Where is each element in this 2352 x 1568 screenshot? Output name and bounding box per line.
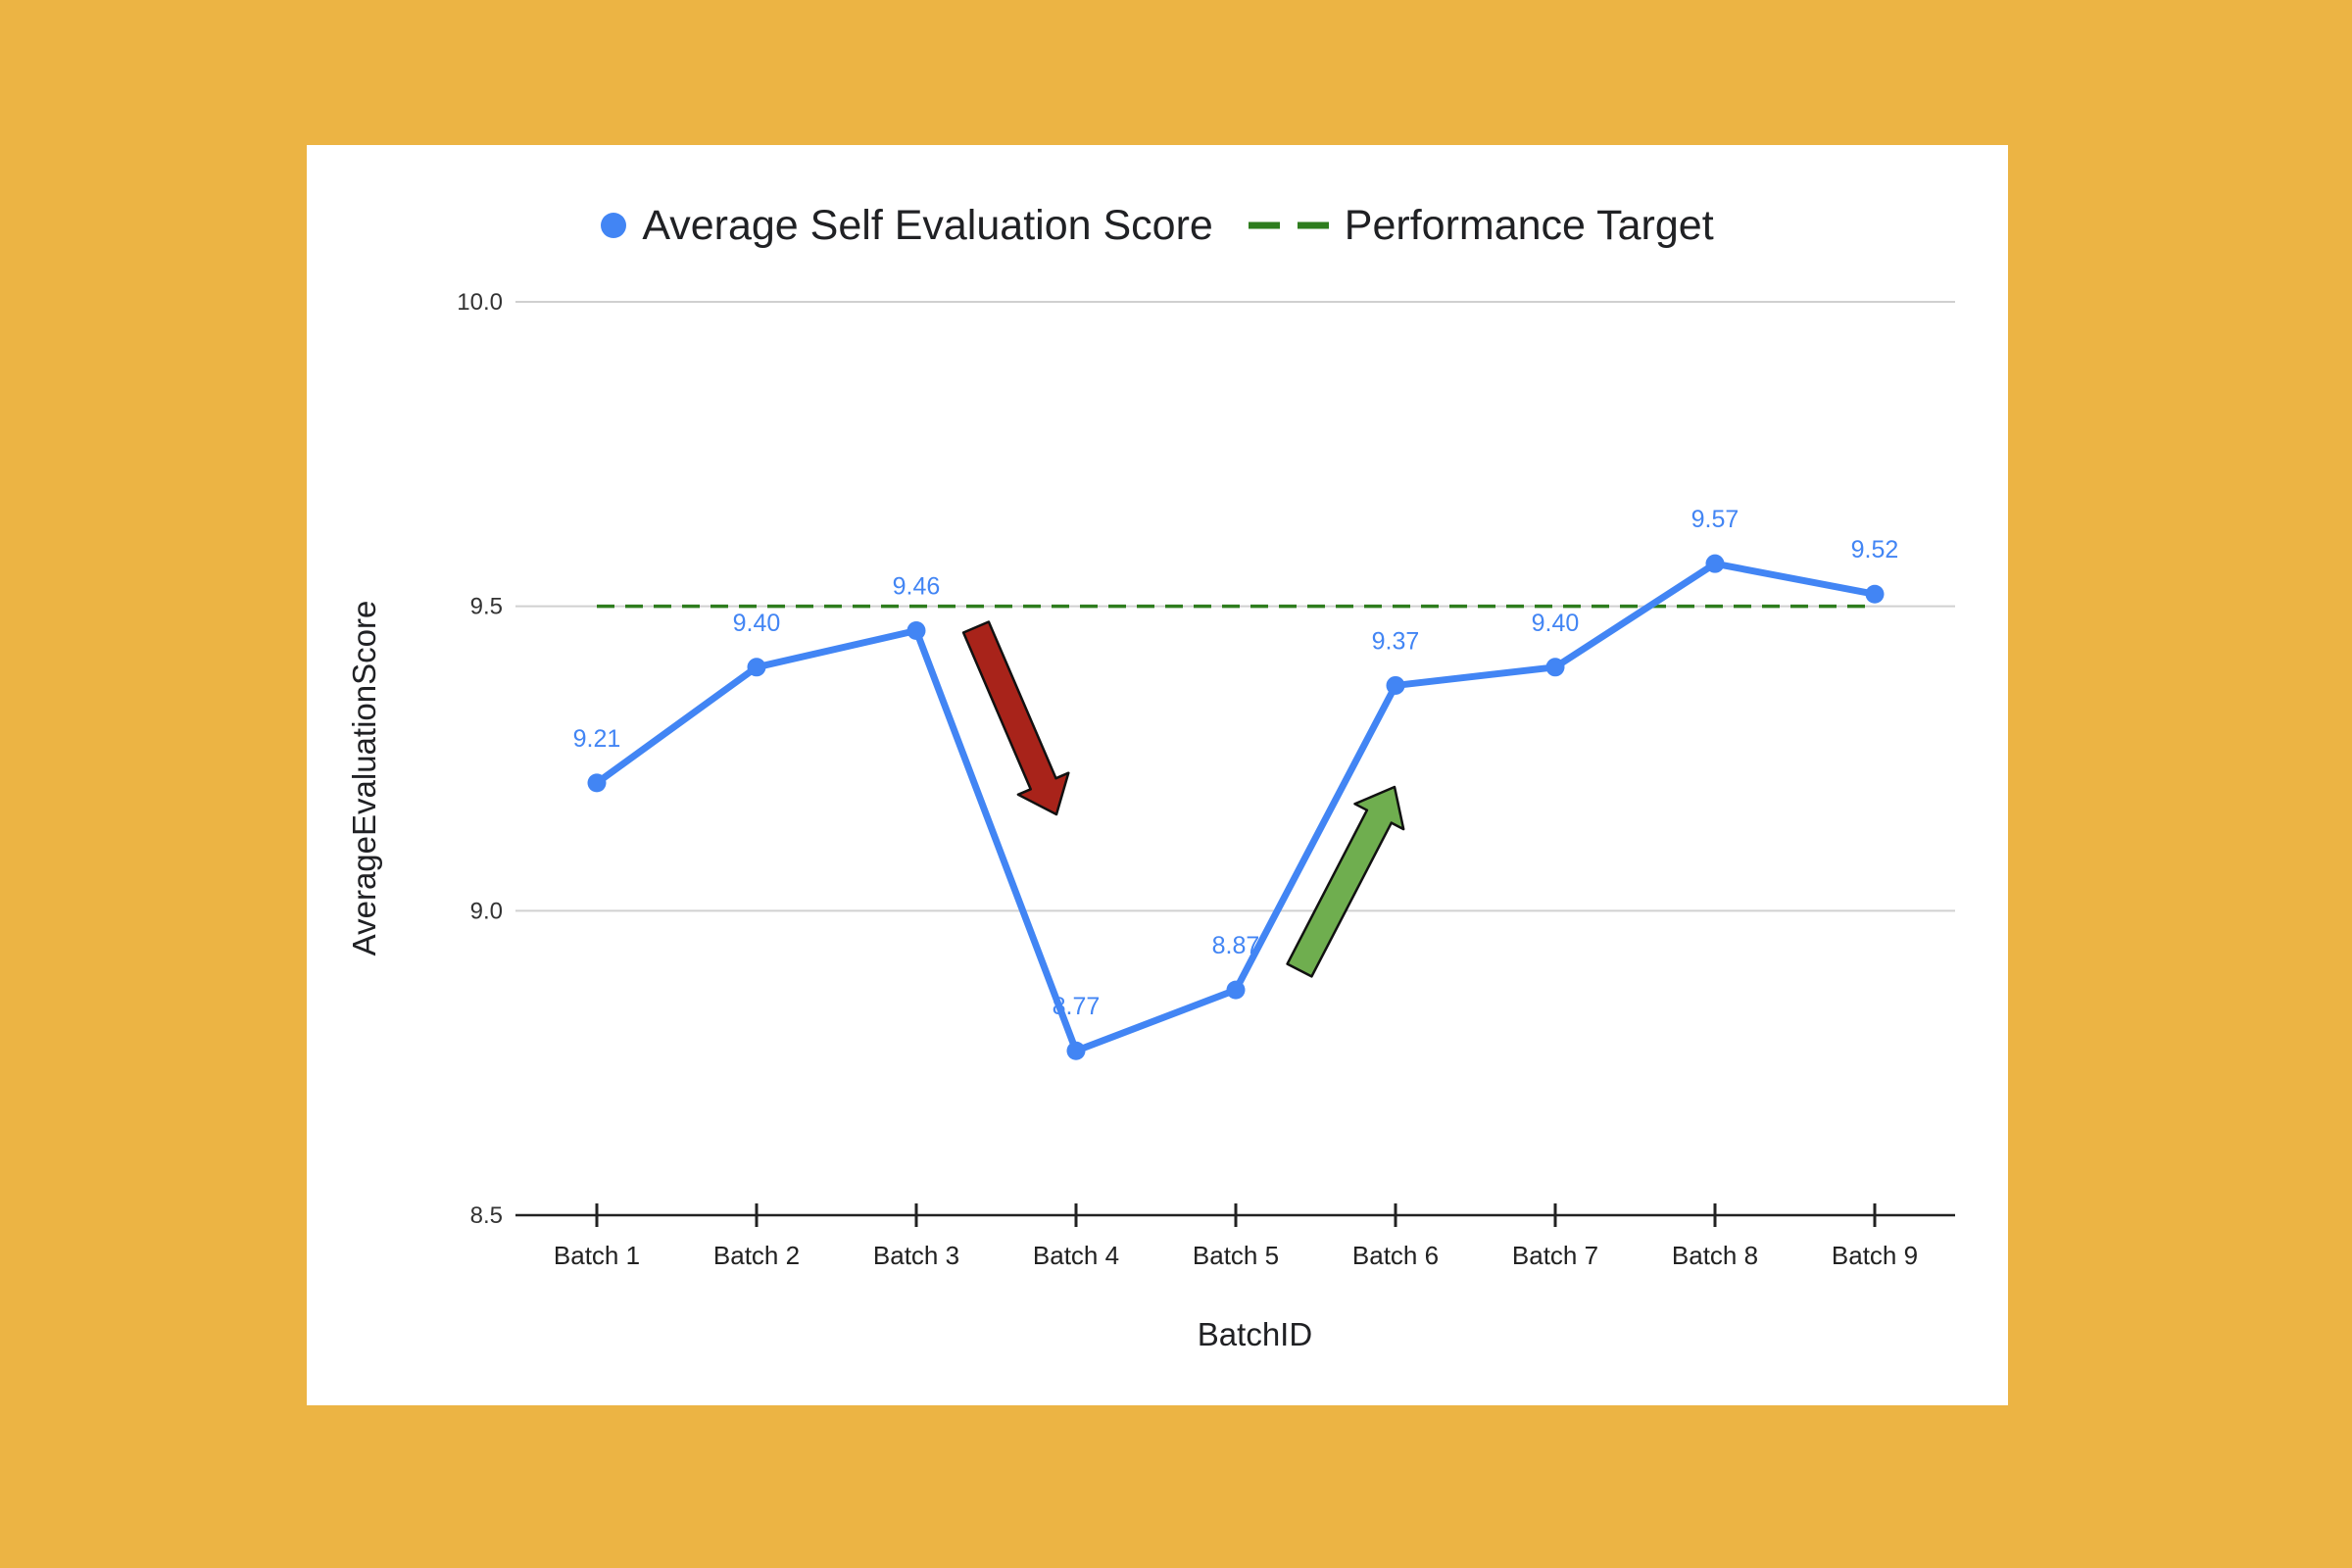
legend-label-target: Performance Target: [1344, 201, 1714, 249]
data-label: 9.46: [893, 573, 941, 601]
x-tick-label: Batch 4: [1033, 1241, 1119, 1270]
x-tick-label: Batch 7: [1512, 1241, 1598, 1270]
data-point: [1386, 675, 1405, 695]
data-label: 8.77: [1053, 993, 1101, 1020]
chart-card: 10.0 9.5 9.0 8.5 Batch 1 Batch 2 Batch 3 Batch…: [307, 145, 2008, 1405]
data-labels: 9.21 9.40 9.46 8.77 8.87 9.37 9.40 9.57 9.52: [573, 506, 1899, 1020]
series-line: [587, 554, 1885, 1060]
legend-dash-icon: [1248, 221, 1329, 229]
x-tick-label: Batch 3: [873, 1241, 959, 1270]
y-axis-title: AverageEvaluationScore: [346, 601, 382, 956]
data-point: [587, 773, 607, 793]
data-point: [906, 621, 926, 641]
data-label: 9.37: [1372, 627, 1420, 655]
x-tick-label: Batch 6: [1352, 1241, 1439, 1270]
trend-arrows: [961, 620, 1405, 978]
y-tick-label: 9.5: [470, 594, 503, 620]
x-tick-label: Batch 5: [1193, 1241, 1279, 1270]
legend-item-series: Average Self Evaluation Score: [601, 201, 1213, 250]
data-label: 9.57: [1691, 506, 1740, 533]
data-point: [747, 658, 766, 677]
data-label: 9.40: [733, 610, 781, 637]
y-tick-label: 10.0: [457, 289, 503, 316]
x-tick-label: Batch 8: [1672, 1241, 1758, 1270]
y-tick-label: 8.5: [470, 1202, 503, 1229]
y-tick-label: 9.0: [470, 898, 503, 924]
legend: Average Self Evaluation Score Performanc…: [307, 196, 2008, 255]
data-label: 9.52: [1851, 536, 1899, 564]
data-label: 9.40: [1532, 610, 1580, 637]
legend-label-series: Average Self Evaluation Score: [642, 201, 1213, 249]
data-label: 8.87: [1212, 932, 1260, 959]
y-axis-ticks: 10.0 9.5 9.0 8.5: [457, 289, 503, 1229]
up-trend-arrow: [1286, 785, 1405, 978]
down-trend-arrow: [961, 620, 1070, 816]
series-polyline: [593, 560, 1879, 1054]
legend-item-target: Performance Target: [1248, 201, 1714, 250]
data-point: [1865, 584, 1885, 604]
x-axis: Batch 1 Batch 2 Batch 3 Batch 4 Batch 5 Batch…: [515, 1203, 1955, 1270]
x-tick-label: Batch 2: [713, 1241, 800, 1270]
line-chart: 10.09.59.08.5 Batch 1 Batch 2 Batch 3 Batch…: [346, 289, 1955, 1352]
data-point: [1545, 658, 1565, 677]
legend-dot-icon: [601, 213, 627, 238]
x-tick-label: Batch 1: [554, 1241, 640, 1270]
data-point: [1705, 554, 1725, 573]
data-point: [1066, 1041, 1086, 1060]
data-label: 9.21: [573, 725, 621, 753]
x-axis-title: BatchID: [1198, 1316, 1312, 1352]
x-tick-label: Batch 9: [1832, 1241, 1918, 1270]
data-point: [1226, 980, 1246, 1000]
